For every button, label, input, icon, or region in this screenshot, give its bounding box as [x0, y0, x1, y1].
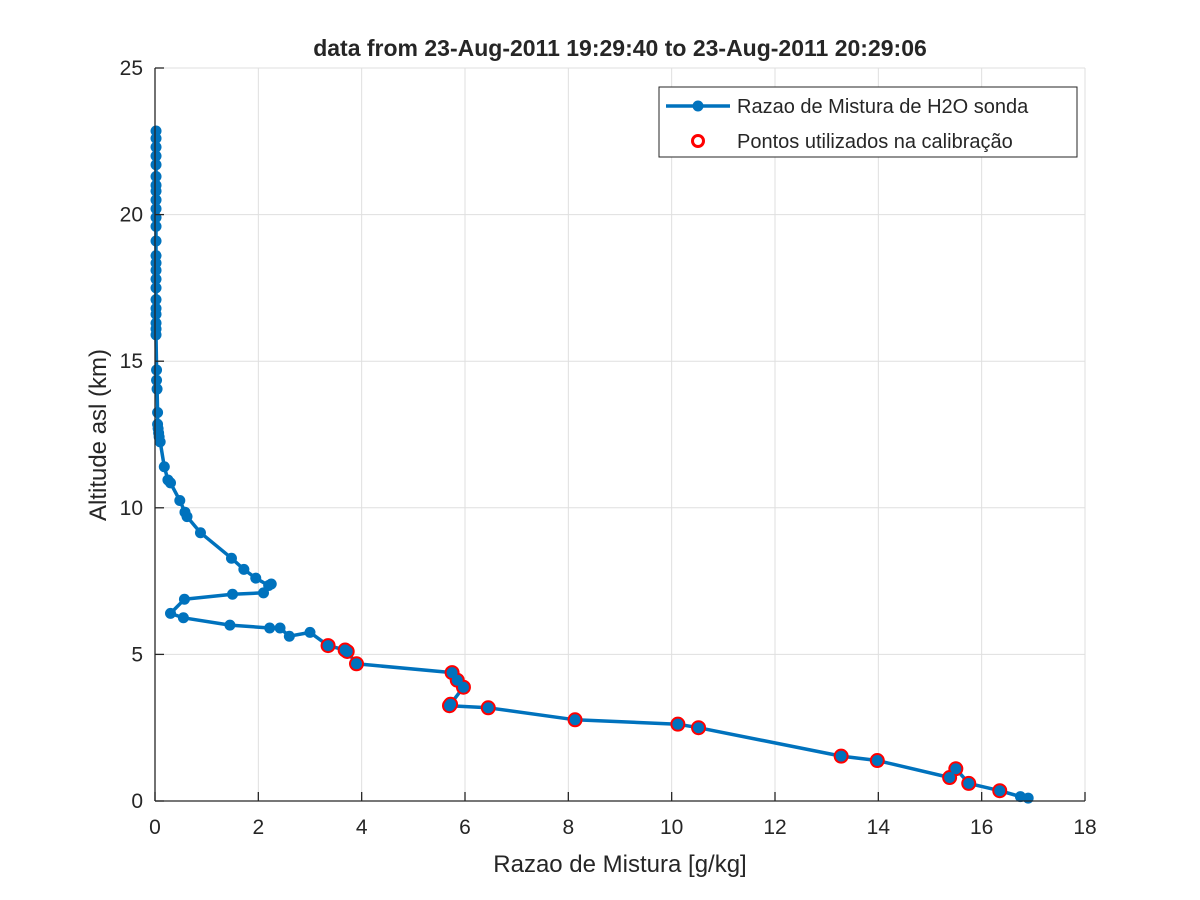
x-tick-label: 12: [763, 816, 786, 839]
data-point: [944, 772, 956, 784]
data-point: [225, 552, 237, 564]
data-point: [351, 658, 362, 670]
y-tick-label: 0: [131, 790, 143, 813]
data-point: [283, 630, 295, 642]
data-point: [174, 494, 186, 506]
data-point: [150, 317, 162, 329]
data-point: [150, 250, 162, 262]
legend: Razao de Mistura de H2O sonda Pontos uti…: [658, 86, 1078, 158]
data-point: [672, 718, 684, 730]
data-point: [150, 235, 162, 247]
x-axis-label: Razao de Mistura [g/kg]: [493, 851, 746, 878]
data-point: [162, 474, 174, 486]
calibration-point: [567, 712, 583, 728]
calibration-point: [691, 720, 707, 736]
data-point: [322, 640, 334, 652]
x-tick-label: 18: [1073, 816, 1096, 839]
data-point: [150, 159, 162, 171]
data-point: [569, 714, 581, 726]
data-point: [263, 579, 275, 591]
calibration-point: [942, 770, 958, 786]
data-point: [693, 722, 705, 734]
data-point: [339, 644, 351, 656]
y-tick-label: 20: [120, 204, 143, 227]
data-point: [227, 588, 238, 600]
x-tick-label: 16: [970, 816, 993, 839]
data-point: [150, 282, 162, 294]
calibration-point: [670, 716, 686, 732]
legend-circle-sample: [691, 134, 705, 148]
data-point: [224, 619, 236, 631]
data-point: [304, 626, 316, 638]
data-point: [152, 407, 164, 419]
data-point: [150, 141, 162, 153]
data-point: [178, 593, 190, 605]
data-point: [194, 527, 206, 539]
y-axis-label: Altitude asl (km): [85, 349, 112, 521]
data-point: [152, 418, 164, 430]
data-point: [150, 194, 162, 206]
x-tick-label: 10: [660, 816, 683, 839]
data-point: [457, 681, 469, 693]
data-point: [238, 563, 250, 575]
data-point: [250, 572, 262, 584]
data-point: [1014, 791, 1026, 803]
plot-area: [155, 68, 1085, 801]
data-point: [871, 755, 883, 767]
data-point: [994, 785, 1006, 797]
data-point: [150, 294, 162, 306]
plot-background: [155, 68, 1085, 801]
y-tick-label: 10: [120, 497, 143, 520]
data-point: [835, 750, 847, 762]
calibration-point: [961, 775, 977, 791]
calibration-point: [833, 748, 849, 764]
legend-box: [658, 86, 1078, 158]
data-point: [963, 777, 975, 789]
chart-title: data from 23-Aug-2011 19:29:40 to 23-Aug…: [313, 35, 927, 61]
data-point: [150, 150, 162, 162]
calibration-point: [349, 656, 364, 672]
x-tick-label: 14: [867, 816, 891, 839]
data-point: [446, 667, 458, 679]
data-point: [445, 698, 457, 710]
data-point: [150, 203, 162, 215]
x-tick-label: 2: [252, 816, 264, 839]
data-point: [274, 622, 286, 634]
data-point: [950, 763, 962, 775]
data-point: [151, 383, 163, 395]
data-point: [150, 179, 162, 191]
x-tick-label: 4: [356, 816, 368, 839]
data-point: [150, 302, 162, 314]
data-point: [482, 702, 494, 714]
legend-dot-sample: [692, 100, 704, 112]
data-point: [150, 220, 162, 232]
data-point: [151, 364, 163, 376]
y-tick-label: 25: [120, 57, 143, 80]
data-point: [150, 170, 162, 182]
axes: [154, 68, 1085, 802]
data-point: [151, 374, 163, 386]
y-tick-label: 15: [120, 350, 143, 373]
calibration-point: [480, 700, 496, 716]
legend-label-sonda: Razao de Mistura de H2O sonda: [737, 96, 1029, 118]
data-point: [150, 273, 162, 285]
x-tick-label: 6: [459, 816, 471, 839]
data-point: [179, 506, 191, 518]
y-tick-label: 5: [131, 643, 143, 666]
calibration-point: [992, 783, 1008, 799]
ticks: 0 2 4 6 8 10 12 14 16 18 0 5 10 15 20 25: [120, 57, 1097, 839]
calibration-point: [320, 638, 336, 654]
calibration-point: [869, 753, 885, 769]
data-point: [264, 622, 276, 634]
legend-label-calibracao: Pontos utilizados na calibração: [737, 131, 1013, 153]
data-point: [158, 461, 170, 473]
data-point: [150, 125, 162, 137]
data-point: [177, 612, 189, 624]
x-tick-label: 0: [149, 816, 161, 839]
data-point: [165, 607, 176, 619]
x-tick-label: 8: [562, 816, 574, 839]
